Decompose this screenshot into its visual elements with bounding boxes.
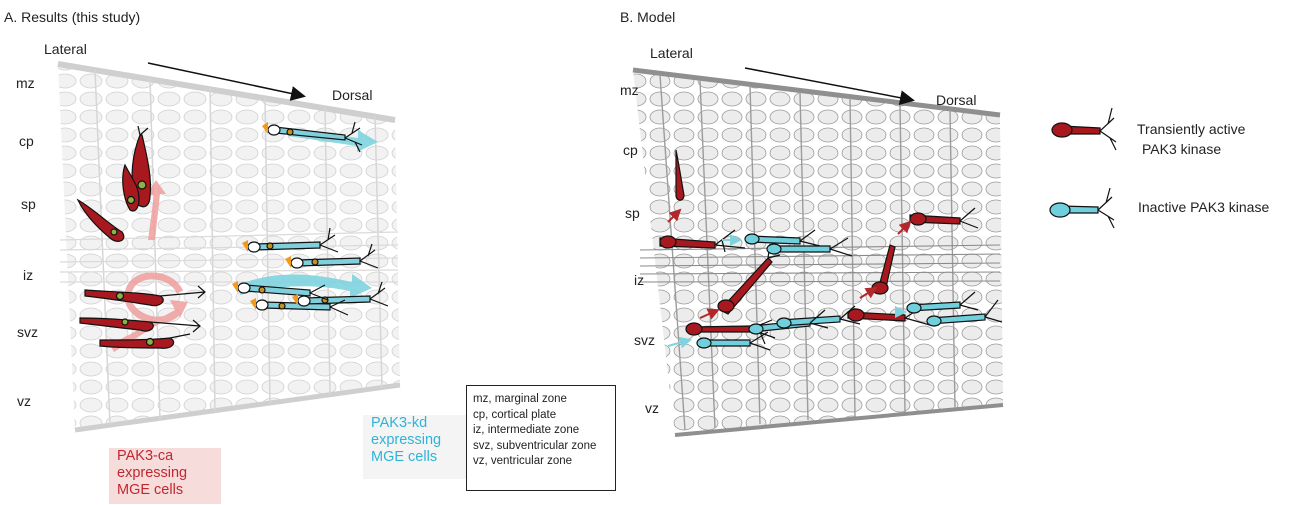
pak3-kd-line-2: expressing <box>371 432 442 448</box>
key-active-icon <box>1051 107 1117 151</box>
abbreviation-legend: mz, marginal zone cp, cortical plate iz,… <box>466 385 616 491</box>
panel-b-lateral-label: Lateral <box>650 45 693 61</box>
abbr-svz: svz, subventricular zone <box>473 439 597 452</box>
abbr-vz: vz, ventricular zone <box>473 455 573 468</box>
panel-a-title: A. Results (this study) <box>4 9 141 25</box>
key-active-label-2: PAK3 kinase <box>1142 141 1222 157</box>
pak3-kd-line-1: PAK3-kd <box>371 415 428 431</box>
panel-b-layer-sp: sp <box>625 205 640 221</box>
panel-b-title: B. Model <box>620 9 676 25</box>
panel-b-layer-cp: cp <box>623 142 638 158</box>
key-inactive-label: Inactive PAK3 kinase <box>1138 199 1270 215</box>
panel-a-layer-sp: sp <box>21 196 36 212</box>
panel-a-layer-mz: mz <box>16 75 35 91</box>
panel-a-layer-svz: svz <box>17 324 38 340</box>
abbr-mz: mz, marginal zone <box>473 393 567 405</box>
panel-a-blue-cells <box>232 121 389 316</box>
panel-b-layer-svz: svz <box>634 332 655 348</box>
key-active-label-1: Transiently active <box>1137 121 1246 137</box>
panel-b-layer-mz: mz <box>620 82 639 98</box>
pak3-kd-label: PAK3-kd expressing MGE cells <box>363 415 483 479</box>
pak3-ca-line-1: PAK3-ca <box>117 448 174 464</box>
abbr-iz: iz, intermediate zone <box>473 424 580 437</box>
panel-a-layer-vz: vz <box>17 393 31 409</box>
panel-a-layer-iz: iz <box>23 267 34 283</box>
panel-a-lateral-label: Lateral <box>44 41 87 57</box>
lateral-dorsal-arrow-a <box>147 62 306 101</box>
pak3-kd-line-3: MGE cells <box>371 449 438 465</box>
panel-b-dorsal-label: Dorsal <box>936 92 977 108</box>
panel-a-tissue <box>57 61 401 433</box>
pak3-ca-label: PAK3-ca expressing MGE cells <box>109 448 221 504</box>
pak3-ca-line-3: MGE cells <box>117 482 184 498</box>
panel-a-red-cells <box>76 125 206 349</box>
key-inactive-icon <box>1049 187 1115 229</box>
panel-b-red-cells <box>659 149 979 345</box>
abbr-cp: cp, cortical plate <box>473 408 557 421</box>
panel-a-dorsal-label: Dorsal <box>332 87 373 103</box>
panel-b-layer-vz: vz <box>645 400 659 416</box>
panel-b-blue-cells <box>667 229 1003 351</box>
lateral-dorsal-arrow-b <box>744 67 915 106</box>
pak3-ca-line-2: expressing <box>117 465 188 481</box>
panel-b-layer-iz: iz <box>634 272 645 288</box>
panel-a-layer-cp: cp <box>19 133 34 149</box>
